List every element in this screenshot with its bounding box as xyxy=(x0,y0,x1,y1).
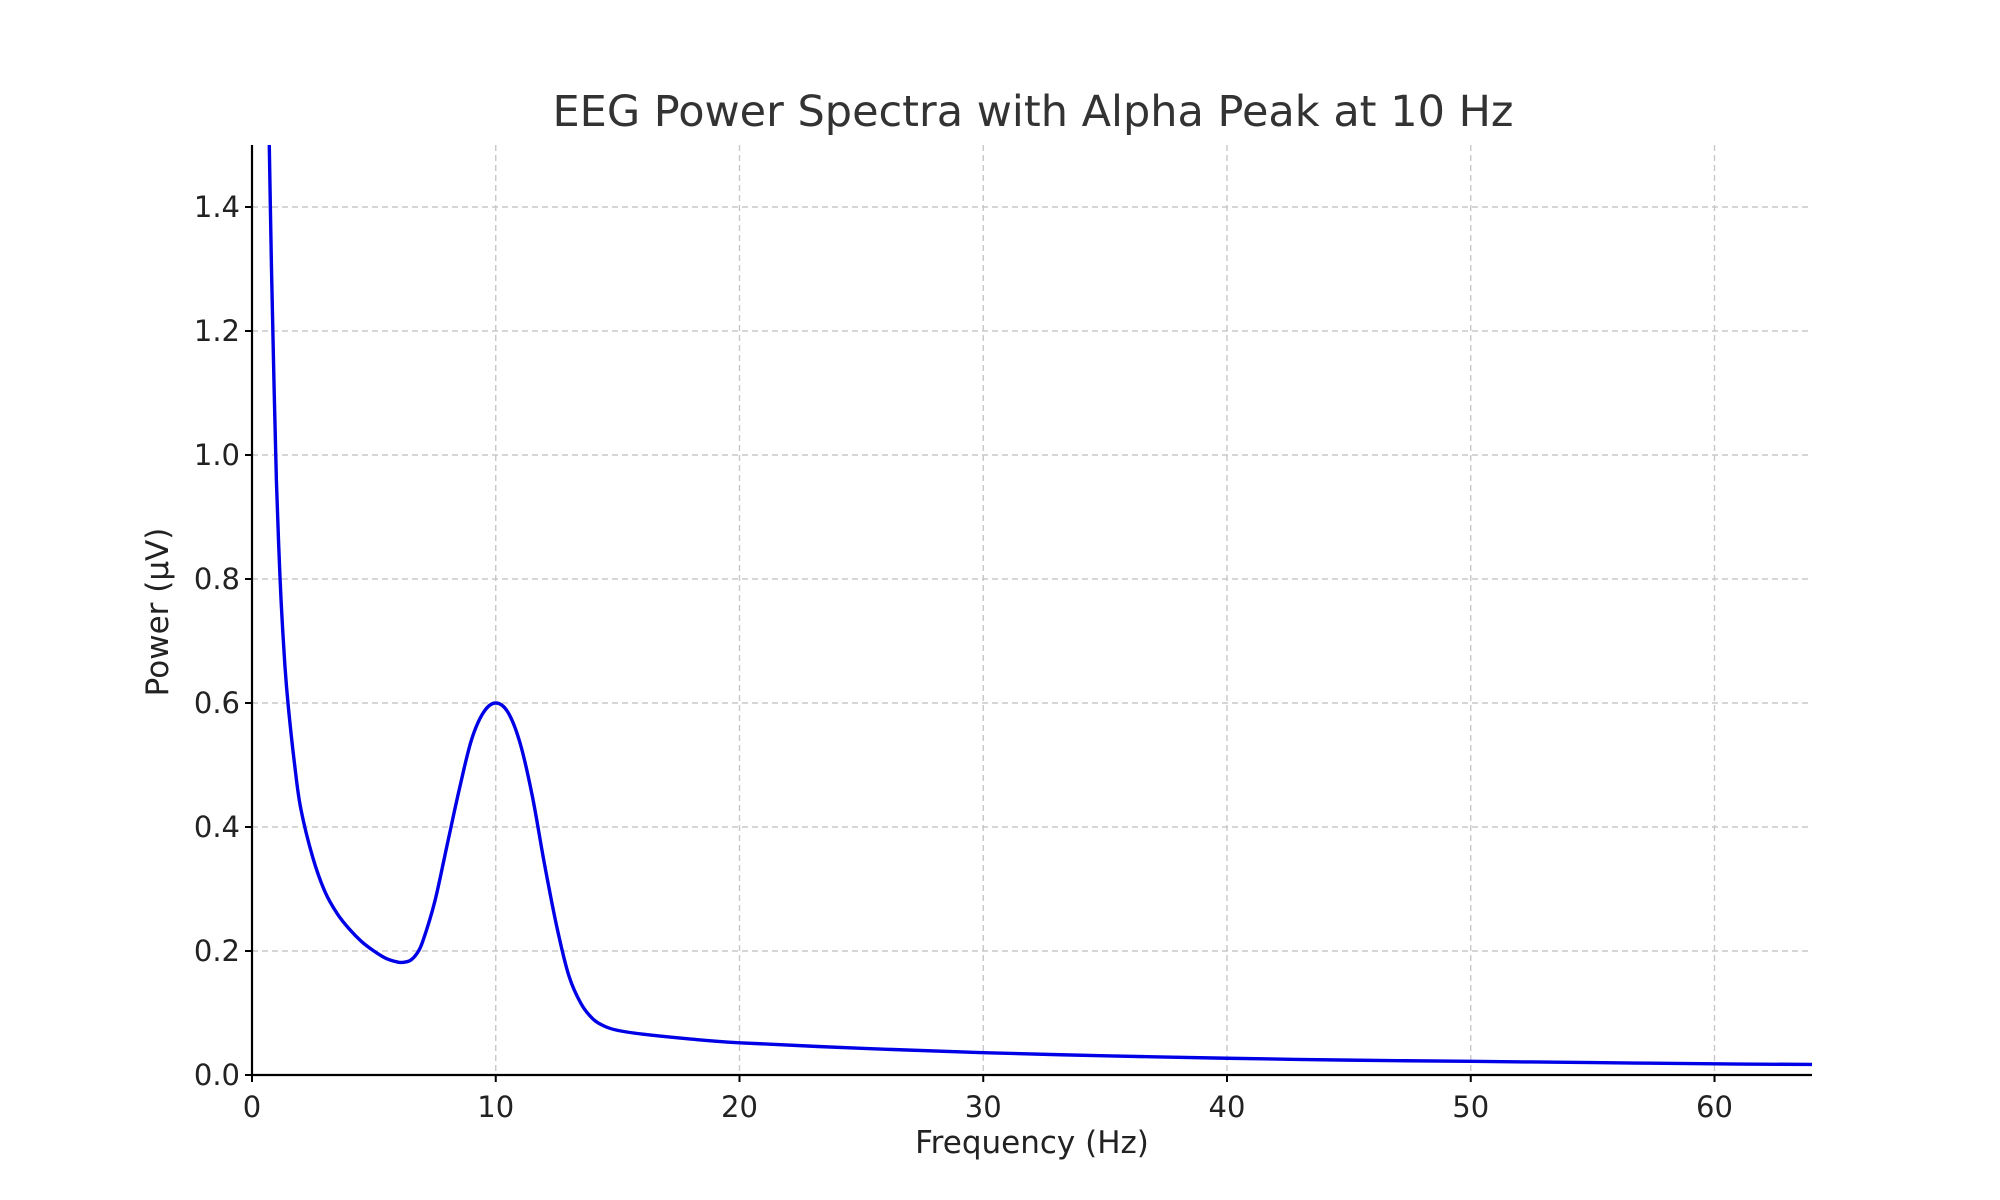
y-tick-label: 0.0 xyxy=(194,1058,240,1092)
x-tick-label: 30 xyxy=(965,1090,1002,1124)
x-tick-label: 10 xyxy=(477,1090,514,1124)
x-tick-label: 60 xyxy=(1696,1090,1733,1124)
series-line-power-spectrum xyxy=(267,145,1812,1067)
y-tick-label: 1.2 xyxy=(194,314,240,348)
y-tick-label: 0.4 xyxy=(194,810,240,844)
y-axis-label: Power (µV) xyxy=(140,528,176,697)
y-tick-label: 0.8 xyxy=(194,562,240,596)
axes xyxy=(250,145,1812,1077)
series-layer xyxy=(267,145,1812,1067)
x-tick-label: 0 xyxy=(243,1090,261,1124)
chart-title: EEG Power Spectra with Alpha Peak at 10 … xyxy=(552,87,1513,137)
y-tick-label: 1.0 xyxy=(194,438,240,472)
x-ticks: 0 10 20 30 40 50 60 xyxy=(243,1075,1733,1124)
x-axis-label: Frequency (Hz) xyxy=(915,1125,1149,1161)
x-tick-label: 20 xyxy=(721,1090,758,1124)
x-tick-label: 50 xyxy=(1452,1090,1489,1124)
grid-lines xyxy=(252,145,1812,1075)
y-tick-label: 1.4 xyxy=(194,190,240,224)
y-tick-label: 0.2 xyxy=(194,934,240,968)
x-tick-label: 40 xyxy=(1209,1090,1246,1124)
y-ticks: 0.0 0.2 0.4 0.6 0.8 1.0 1.2 1.4 xyxy=(194,190,252,1092)
y-tick-label: 0.6 xyxy=(194,686,240,720)
